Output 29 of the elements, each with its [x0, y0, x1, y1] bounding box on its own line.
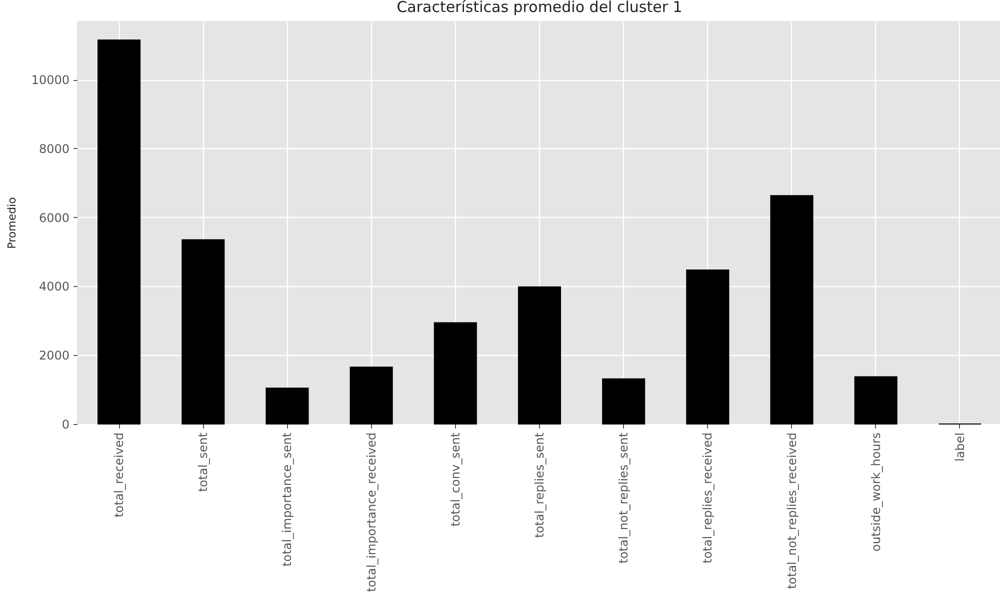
- x-tick-label: total_not_replies_sent: [616, 432, 631, 564]
- bar: [350, 366, 393, 424]
- y-tick-label: 8000: [38, 142, 70, 156]
- y-tick-label: 0: [62, 418, 70, 432]
- x-tick-label: total_received: [112, 432, 126, 518]
- x-tick-label: total_sent: [196, 432, 210, 492]
- x-tick-label: total_importance_sent: [280, 432, 294, 566]
- x-tick-label: label: [952, 432, 967, 462]
- bar: [518, 286, 562, 424]
- bar: [770, 195, 814, 424]
- chart-title: Características promedio del cluster 1: [396, 0, 682, 16]
- y-tick-label: 4000: [38, 280, 70, 294]
- x-tick-label: total_replies_sent: [532, 432, 546, 538]
- y-tick-label: 10000: [31, 73, 70, 88]
- bar: [686, 270, 730, 424]
- y-axis-title: Promedio: [5, 196, 18, 249]
- bar: [182, 239, 225, 424]
- bar: [434, 322, 477, 424]
- x-tick-label: outside_work_hours: [868, 432, 883, 552]
- y-tick-label: 2000: [38, 348, 70, 363]
- y-tick-label: 6000: [38, 210, 70, 225]
- x-tick-label: total_conv_sent: [448, 432, 462, 527]
- bar: [602, 378, 646, 424]
- x-tick-label: total_replies_received: [700, 432, 715, 564]
- bar: [854, 376, 898, 424]
- x-tick-label: total_not_replies_received: [784, 432, 799, 590]
- bar: [266, 388, 309, 424]
- x-tick-label: total_importance_received: [364, 432, 378, 592]
- bar: [98, 39, 141, 424]
